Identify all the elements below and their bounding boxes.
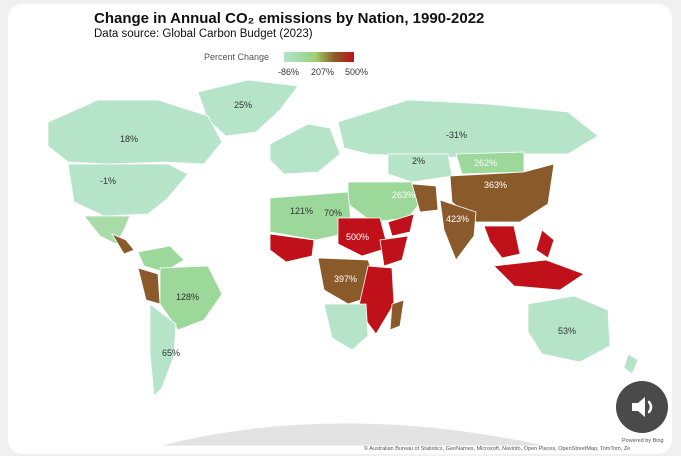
peru[interactable]: [137, 267, 161, 305]
legend-title: Percent Change: [204, 52, 270, 62]
label-west-africa: 121%: [290, 206, 313, 216]
label-libya: 70%: [324, 208, 342, 218]
brazil[interactable]: [159, 265, 223, 331]
legend-min-label: -86%: [278, 67, 300, 77]
iran[interactable]: [411, 183, 439, 213]
europe[interactable]: [269, 123, 341, 175]
west-africa[interactable]: [269, 233, 315, 263]
label-india: 423%: [446, 214, 469, 224]
label-drc: 397%: [334, 274, 357, 284]
speaker-icon: [632, 397, 653, 417]
argentina-chile[interactable]: [149, 303, 177, 397]
indonesia[interactable]: [493, 259, 585, 291]
label-sudan: 500%: [346, 232, 369, 242]
australia[interactable]: [527, 295, 611, 363]
southeast-asia[interactable]: [483, 225, 521, 259]
label-china: 363%: [484, 180, 507, 190]
horn-of-africa[interactable]: [379, 235, 409, 267]
label-canada: 18%: [120, 134, 138, 144]
world-map: 25% 18% -1% -31% 2% 262% 363% 263% 423% …: [47, 79, 639, 447]
southern-africa[interactable]: [323, 303, 369, 351]
kazakhstan[interactable]: [387, 153, 453, 183]
legend-max-label: 500%: [345, 67, 369, 77]
central-america[interactable]: [111, 233, 135, 255]
map-attribution: © Australian Bureau of Statistics, GeoNa…: [364, 446, 631, 452]
map-card: Change in Annual CO₂ emissions by Nation…: [8, 4, 672, 454]
label-russia: -31%: [446, 130, 467, 140]
sudan[interactable]: [337, 217, 389, 257]
label-mongolia: 262%: [474, 158, 497, 168]
legend-mid-label: 207%: [311, 67, 335, 77]
india[interactable]: [439, 199, 477, 261]
oman-yemen[interactable]: [387, 213, 415, 237]
russia[interactable]: [337, 99, 599, 159]
antarctica: [157, 422, 549, 447]
audio-button[interactable]: [616, 381, 668, 433]
chart-title: Change in Annual CO₂ emissions by Nation…: [94, 10, 485, 27]
philippines[interactable]: [535, 229, 555, 259]
label-brazil: 128%: [176, 292, 199, 302]
legend-gradient-bar: [284, 52, 354, 62]
colombia-venezuela[interactable]: [137, 245, 185, 273]
canada[interactable]: [47, 99, 223, 165]
label-australia: 53%: [558, 326, 576, 336]
chart-subtitle: Data source: Global Carbon Budget (2023): [94, 28, 313, 40]
label-kazakhstan: 2%: [412, 156, 425, 166]
label-greenland: 25%: [234, 100, 252, 110]
new-zealand[interactable]: [623, 353, 639, 375]
powered-by: Powered by Bing: [622, 438, 664, 444]
usa[interactable]: [67, 163, 189, 217]
label-iran: 263%: [392, 190, 415, 200]
label-argentina: 65%: [162, 348, 180, 358]
north-africa[interactable]: [269, 191, 353, 241]
madagascar[interactable]: [389, 299, 405, 331]
label-usa: -1%: [100, 176, 116, 186]
